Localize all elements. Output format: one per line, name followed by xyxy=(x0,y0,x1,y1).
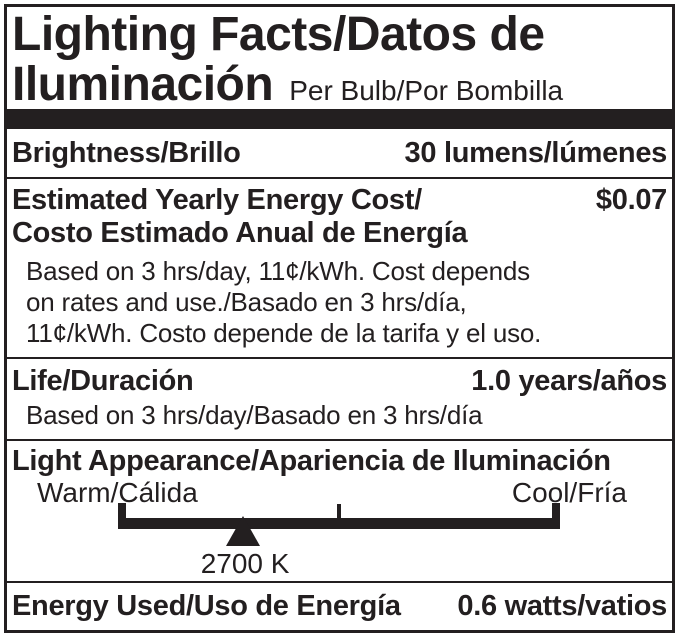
energy-used-row: Energy Used/Uso de Energía 0.6 watts/vat… xyxy=(7,583,672,630)
energy-cost-row: Estimated Yearly Energy Cost/ $0.07 xyxy=(12,184,667,217)
scale-left-cap xyxy=(118,503,126,529)
section-divider xyxy=(7,357,672,359)
light-appearance-section: Light Appearance/Apariencia de Iluminaci… xyxy=(7,441,672,581)
cct-marker-icon xyxy=(226,516,261,546)
energy-cost-value: $0.07 xyxy=(595,184,667,216)
label-header: Lighting Facts/Datos de Iluminación Per B… xyxy=(7,7,672,110)
brightness-label: Brightness/Brillo xyxy=(12,136,241,169)
warm-label: Warm/Cálida xyxy=(37,477,198,508)
energy-cost-label-line1: Estimated Yearly Energy Cost/ xyxy=(12,184,422,216)
brightness-value: 30 lumens/lúmenes xyxy=(404,136,668,169)
cool-label: Cool/Fría xyxy=(511,477,627,508)
energy-cost-note-line1: Based on 3 hrs/day, 11¢/kWh. Cost depend… xyxy=(26,256,530,286)
life-note: Based on 3 hrs/day/Basado en 3 hrs/día xyxy=(26,400,483,430)
life-section: Life/Duración 1.0 years/años Based on 3 … xyxy=(7,359,672,439)
energy-cost-note-line2: on rates and use./Basado en 3 hrs/día, xyxy=(26,287,467,317)
label-title-line2-text: Iluminación xyxy=(12,58,274,111)
header-thick-rule xyxy=(7,109,672,129)
scale-bar xyxy=(118,518,560,529)
energy-cost-label-line2: Costo Estimado Anual de Energía xyxy=(12,217,468,249)
section-divider xyxy=(7,439,672,441)
life-row: Life/Duración 1.0 years/años xyxy=(12,365,667,398)
light-appearance-label: Light Appearance/Apariencia de Iluminaci… xyxy=(12,445,611,477)
scale-right-cap xyxy=(552,503,560,529)
energy-cost-section: Estimated Yearly Energy Cost/ $0.07 Cost… xyxy=(7,179,672,357)
section-divider xyxy=(7,581,672,583)
per-bulb-subtitle: Per Bulb/Por Bombilla xyxy=(289,75,564,106)
kelvin-value: 2700 K xyxy=(200,548,290,579)
energy-cost-note-line3: 11¢/kWh. Costo depende de la tarifa y el… xyxy=(26,318,542,348)
energy-used-label: Energy Used/Uso de Energía xyxy=(12,590,401,622)
life-label: Life/Duración xyxy=(12,365,194,397)
brightness-row: Brightness/Brillo 30 lumens/lúmenes xyxy=(7,129,672,177)
label-title-line2: Iluminación Per Bulb/Por Bombilla xyxy=(12,60,667,110)
label-title-line1: Lighting Facts/Datos de xyxy=(12,8,545,61)
section-divider xyxy=(7,177,672,179)
energy-used-value: 0.6 watts/vatios xyxy=(457,590,667,622)
scale-mid-tick xyxy=(337,504,341,518)
energy-cost-note: Based on 3 hrs/day, 11¢/kWh. Cost depend… xyxy=(12,256,667,349)
color-temperature-scale: 2700 K xyxy=(7,502,672,581)
lighting-facts-label: Lighting Facts/Datos de Iluminación Per B… xyxy=(4,4,675,633)
life-value: 1.0 years/años xyxy=(471,365,667,397)
warm-cool-row: Warm/Cálida Cool/Fría xyxy=(7,478,672,508)
